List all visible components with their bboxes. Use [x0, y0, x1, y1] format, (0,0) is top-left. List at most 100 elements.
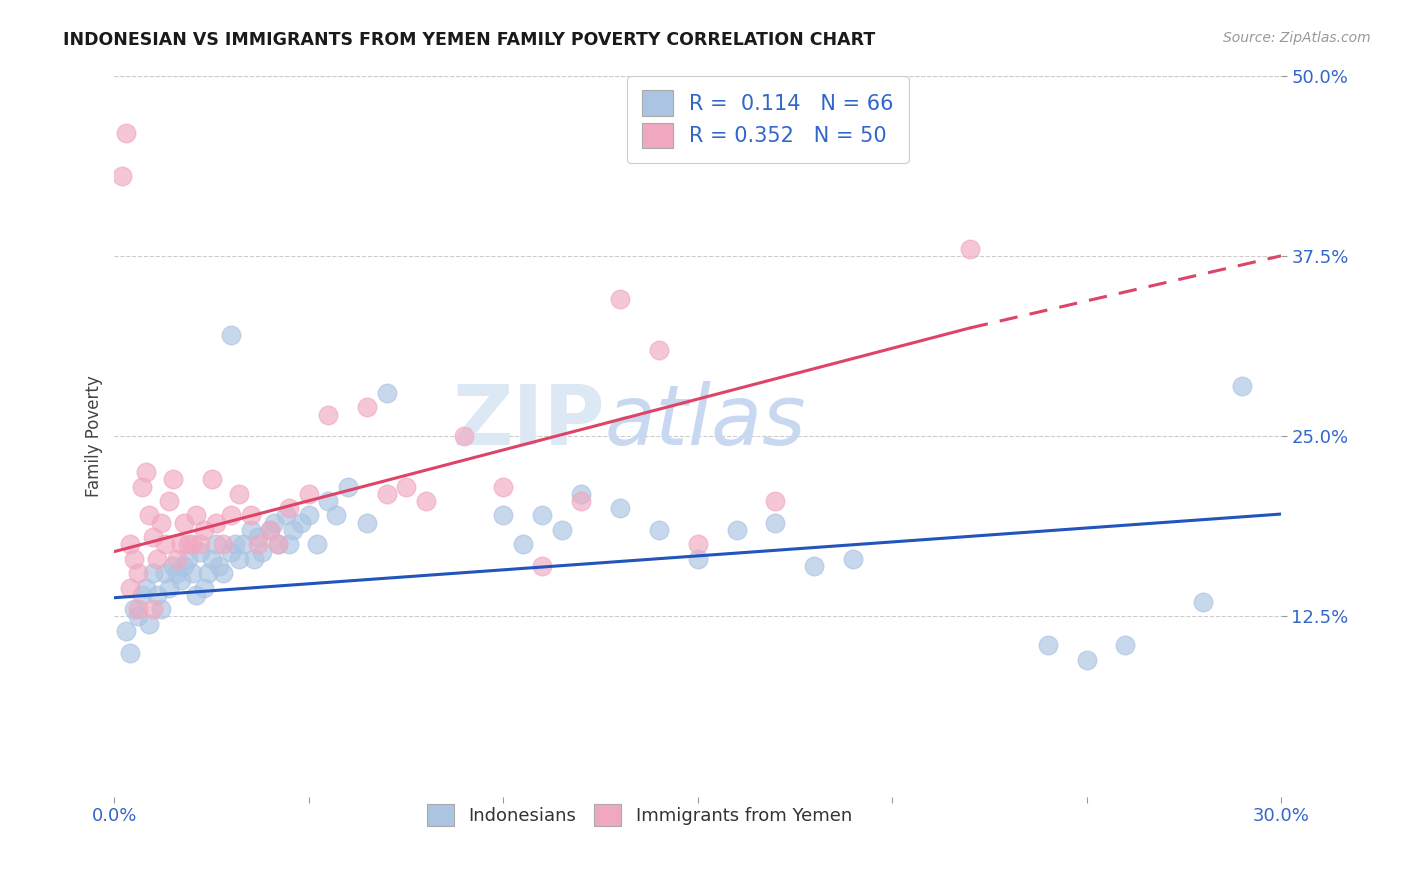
Point — [173, 516, 195, 530]
Point — [1230, 378, 1253, 392]
Point — [228, 487, 250, 501]
Point — [115, 126, 138, 140]
Point — [127, 602, 149, 616]
Point — [184, 508, 207, 523]
Point — [686, 551, 709, 566]
Point — [169, 574, 191, 588]
Point — [115, 624, 138, 638]
Point — [375, 385, 398, 400]
Point — [356, 516, 378, 530]
Point — [531, 508, 554, 523]
Point — [274, 508, 297, 523]
Point — [169, 537, 191, 551]
Point — [173, 559, 195, 574]
Point — [259, 523, 281, 537]
Point — [298, 487, 321, 501]
Point — [134, 465, 156, 479]
Point — [247, 530, 270, 544]
Point — [298, 508, 321, 523]
Point — [569, 494, 592, 508]
Point — [283, 523, 305, 537]
Point — [134, 581, 156, 595]
Point — [278, 501, 301, 516]
Point — [162, 559, 184, 574]
Point — [492, 480, 515, 494]
Point — [142, 602, 165, 616]
Point — [177, 551, 200, 566]
Point — [305, 537, 328, 551]
Point — [531, 559, 554, 574]
Point — [184, 588, 207, 602]
Point — [138, 616, 160, 631]
Point — [232, 537, 254, 551]
Point — [142, 566, 165, 581]
Point — [1036, 638, 1059, 652]
Point — [959, 242, 981, 256]
Point — [725, 523, 748, 537]
Point — [150, 602, 173, 616]
Text: Source: ZipAtlas.com: Source: ZipAtlas.com — [1223, 31, 1371, 45]
Point — [316, 494, 339, 508]
Point — [336, 480, 359, 494]
Legend: Indonesians, Immigrants from Yemen: Indonesians, Immigrants from Yemen — [418, 795, 860, 835]
Point — [111, 169, 134, 184]
Point — [118, 581, 141, 595]
Point — [127, 566, 149, 581]
Point — [316, 408, 339, 422]
Point — [157, 494, 180, 508]
Point — [267, 537, 290, 551]
Point — [569, 487, 592, 501]
Point — [765, 494, 787, 508]
Point — [146, 588, 169, 602]
Point — [150, 516, 173, 530]
Point — [765, 516, 787, 530]
Point — [609, 501, 631, 516]
Point — [239, 523, 262, 537]
Y-axis label: Family Poverty: Family Poverty — [86, 376, 103, 497]
Point — [609, 292, 631, 306]
Point — [550, 523, 572, 537]
Point — [204, 516, 226, 530]
Point — [219, 508, 242, 523]
Point — [118, 537, 141, 551]
Point — [122, 602, 145, 616]
Point — [118, 646, 141, 660]
Point — [219, 328, 242, 343]
Point — [686, 537, 709, 551]
Point — [201, 551, 224, 566]
Point — [259, 523, 281, 537]
Point — [162, 472, 184, 486]
Text: ZIP: ZIP — [451, 381, 605, 462]
Point — [290, 516, 312, 530]
Point — [648, 523, 671, 537]
Point — [325, 508, 347, 523]
Point — [142, 530, 165, 544]
Point — [201, 472, 224, 486]
Text: INDONESIAN VS IMMIGRANTS FROM YEMEN FAMILY POVERTY CORRELATION CHART: INDONESIAN VS IMMIGRANTS FROM YEMEN FAMI… — [63, 31, 876, 49]
Point — [239, 508, 262, 523]
Point — [197, 566, 219, 581]
Point — [153, 566, 176, 581]
Point — [648, 343, 671, 357]
Point — [153, 537, 176, 551]
Point — [208, 559, 231, 574]
Point — [181, 566, 204, 581]
Point — [166, 566, 188, 581]
Point — [181, 537, 204, 551]
Point — [1076, 653, 1098, 667]
Point — [250, 544, 273, 558]
Point — [157, 581, 180, 595]
Point — [228, 551, 250, 566]
Point — [166, 551, 188, 566]
Point — [177, 537, 200, 551]
Point — [188, 537, 211, 551]
Point — [395, 480, 418, 494]
Point — [127, 609, 149, 624]
Point — [356, 401, 378, 415]
Point — [512, 537, 534, 551]
Point — [212, 537, 235, 551]
Point — [375, 487, 398, 501]
Point — [204, 537, 226, 551]
Point — [212, 566, 235, 581]
Point — [278, 537, 301, 551]
